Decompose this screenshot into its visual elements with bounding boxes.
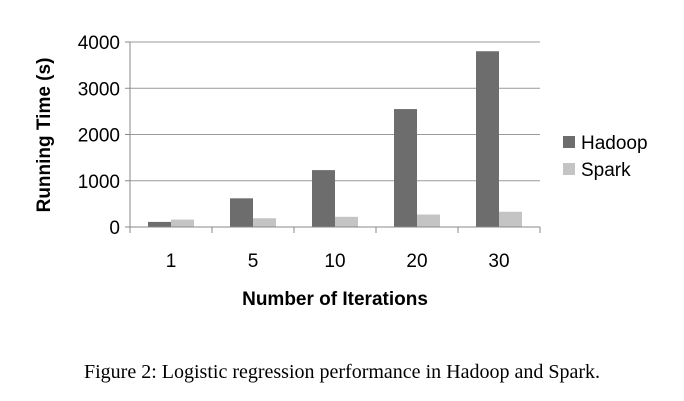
y-tick-label: 2000 — [78, 126, 120, 147]
bar-hadoop-20 — [394, 109, 417, 227]
bar-spark-5 — [253, 218, 276, 227]
legend-label-spark: Spark — [581, 160, 631, 181]
x-tick-label: 10 — [324, 251, 345, 272]
y-tick-label: 3000 — [78, 79, 120, 100]
legend-item-spark: Spark — [563, 160, 631, 181]
y-tick-label: 0 — [109, 218, 120, 239]
bar-spark-20 — [417, 214, 440, 227]
legend-swatch-spark — [563, 163, 575, 175]
legend: Hadoop Spark — [563, 133, 648, 181]
x-tick-label: 1 — [166, 251, 177, 272]
bar-hadoop-10 — [312, 170, 335, 227]
y-axis-title: Running Time (s) — [34, 58, 55, 213]
y-tick-label: 4000 — [78, 33, 120, 54]
x-tick-label: 30 — [488, 251, 509, 272]
bar-hadoop-5 — [230, 198, 253, 227]
legend-swatch-hadoop — [563, 136, 575, 148]
bar-spark-1 — [171, 219, 194, 227]
y-tick-labels: 0 1000 2000 3000 4000 — [78, 33, 130, 239]
x-tick-label: 20 — [406, 251, 427, 272]
x-tick-labels: 1 5 10 20 30 — [129, 227, 541, 272]
figure-caption: Figure 2: Logistic regression performanc… — [84, 361, 600, 383]
bar-spark-30 — [499, 211, 522, 227]
bar-hadoop-1 — [148, 221, 171, 227]
bars — [148, 51, 522, 227]
legend-label-hadoop: Hadoop — [581, 133, 648, 154]
bar-spark-10 — [335, 216, 358, 227]
x-axis-title: Number of Iterations — [242, 289, 428, 310]
legend-item-hadoop: Hadoop — [563, 133, 648, 154]
y-tick-label: 1000 — [78, 172, 120, 193]
x-tick-label: 5 — [248, 251, 259, 272]
bar-hadoop-30 — [476, 51, 499, 227]
